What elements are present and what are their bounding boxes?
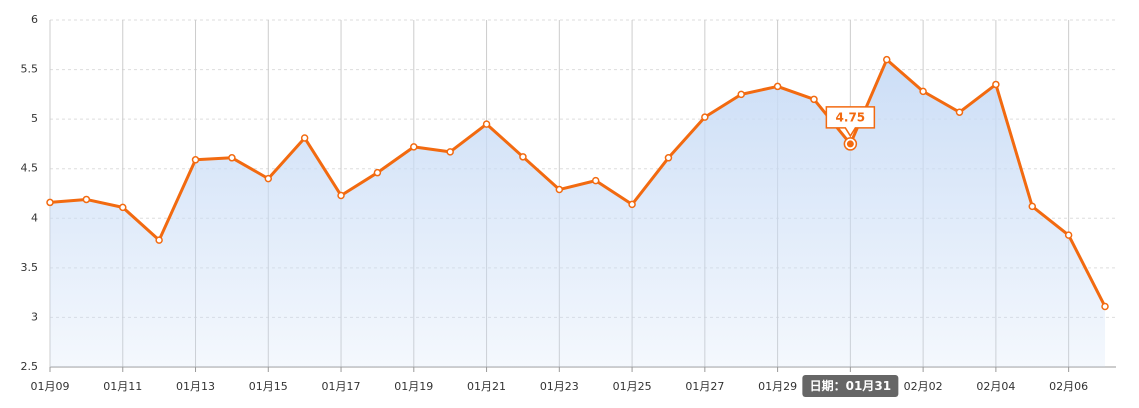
- point: [82, 195, 91, 204]
- point: [46, 198, 54, 207]
- point: [1064, 231, 1073, 239]
- x-tick-label: 01月11: [103, 380, 142, 393]
- y-tick-label: 5: [31, 112, 38, 125]
- point: [664, 154, 673, 162]
- x-tick-label: 01月13: [176, 380, 215, 393]
- point: [591, 176, 600, 185]
- point: [1028, 202, 1037, 211]
- x-tick-label: 02月04: [976, 380, 1015, 393]
- y-tick-label: 4: [31, 211, 38, 224]
- point: [773, 82, 782, 91]
- y-tick-label: 6: [31, 13, 38, 26]
- y-tick-label: 3.5: [21, 261, 39, 274]
- point: [410, 143, 418, 151]
- date-tooltip-date: 01月31: [846, 379, 891, 393]
- x-tick-label: 01月09: [31, 380, 70, 393]
- y-tick-label: 2.5: [21, 360, 39, 373]
- point: [191, 156, 200, 164]
- point: [701, 113, 709, 121]
- x-tick-label: 02月06: [1049, 380, 1088, 393]
- date-tooltip: [802, 375, 899, 397]
- point: [955, 108, 964, 116]
- x-tick-label: 01月21: [467, 380, 506, 393]
- point: [1101, 302, 1109, 311]
- x-tick-label: 01月27: [685, 380, 724, 393]
- point: [919, 87, 927, 96]
- point: [992, 80, 1000, 89]
- point: [446, 148, 454, 156]
- point: [300, 134, 309, 142]
- x-tick-label: 01月29: [758, 380, 797, 393]
- point: [228, 154, 236, 162]
- point: [337, 191, 345, 200]
- point: [155, 236, 163, 244]
- point: [628, 200, 636, 209]
- x-tick-label: 01月23: [540, 380, 579, 393]
- x-tick-label: 01月19: [394, 380, 433, 393]
- point: [482, 120, 491, 128]
- point: [882, 55, 891, 64]
- y-tick-label: 4.5: [21, 162, 39, 175]
- y-tick-label: 3: [31, 310, 38, 323]
- x-tick-label: 01月15: [249, 380, 288, 393]
- x-tick-label: 01月17: [322, 380, 361, 393]
- area: [50, 59, 1106, 368]
- value-tooltip-text: 4.75: [836, 110, 866, 124]
- x-tick-label: 01月25: [613, 380, 652, 393]
- point: [810, 95, 818, 104]
- line: [49, 58, 1107, 308]
- y-tick-label: 5.5: [21, 63, 39, 76]
- point: [737, 90, 745, 99]
- date-tooltip-text: 日期：01月31: [810, 378, 891, 393]
- point: [119, 203, 127, 212]
- value-tooltip: [825, 106, 876, 138]
- point: [519, 153, 527, 161]
- point: [555, 185, 564, 194]
- x-tick-label: 02月02: [904, 380, 943, 393]
- point: [264, 174, 273, 183]
- date-tooltip-prefix: 日期：: [810, 378, 846, 393]
- point: [373, 168, 382, 177]
- hover-point-inner: [846, 140, 854, 148]
